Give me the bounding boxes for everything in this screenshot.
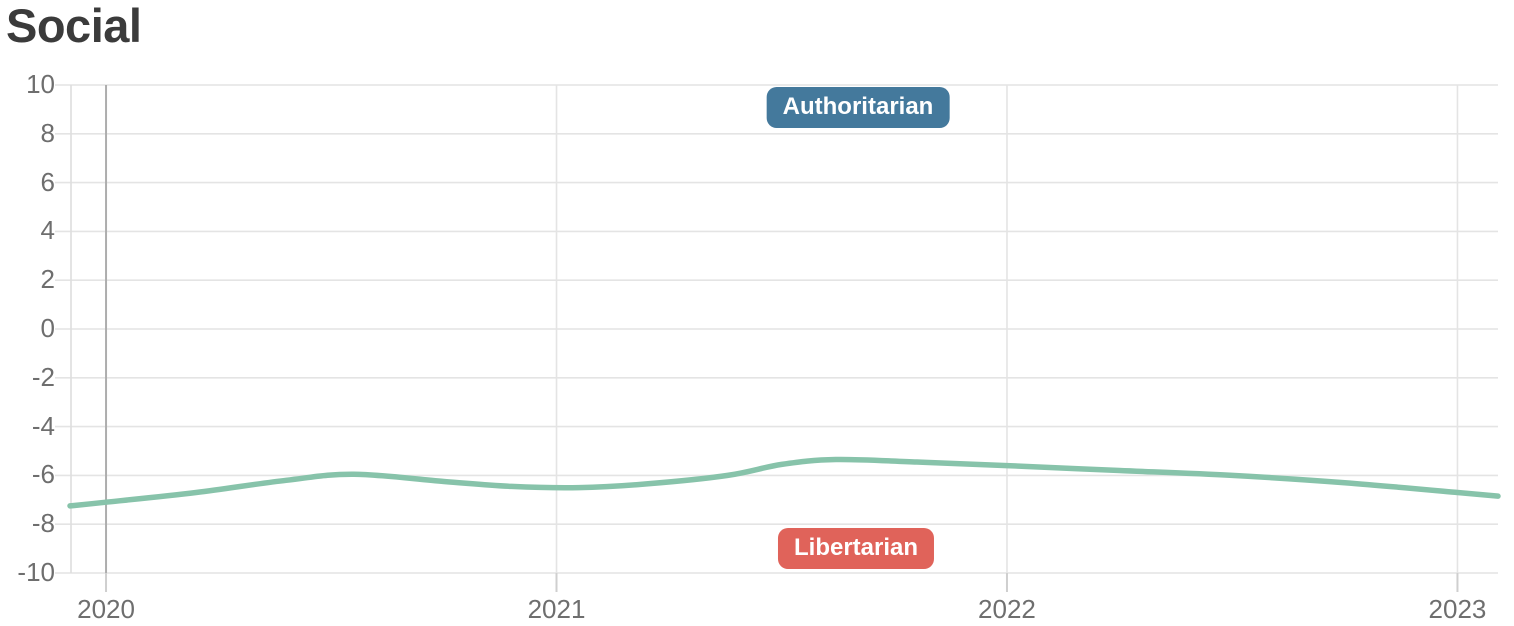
authoritarian-badge: Authoritarian [766, 87, 950, 128]
y-tick-label: -6 [31, 459, 55, 490]
x-tick-label: 2020 [77, 594, 135, 624]
libertarian-badge: Libertarian [777, 528, 935, 569]
y-tick-label: -8 [31, 508, 55, 539]
y-tick-label: -4 [31, 410, 55, 441]
x-tick-label: 2023 [1428, 594, 1487, 624]
x-tick-label: 2022 [978, 594, 1036, 624]
x-tick-label: 2021 [527, 594, 586, 624]
y-tick-label: -10 [17, 556, 55, 587]
social-series-line [67, 456, 1501, 509]
y-tick-label: 0 [40, 312, 55, 343]
axis-lines-and-ticks [70, 85, 1459, 592]
y-tick-label: 8 [40, 117, 55, 148]
y-tick-label: 10 [26, 68, 55, 99]
y-tick-label: 2 [40, 264, 55, 295]
y-tick-label: 6 [40, 166, 55, 197]
horizontal-gridlines [55, 84, 1498, 574]
y-tick-label: 4 [40, 215, 55, 246]
y-tick-label: -2 [31, 361, 55, 392]
page-title: Social [6, 0, 142, 52]
